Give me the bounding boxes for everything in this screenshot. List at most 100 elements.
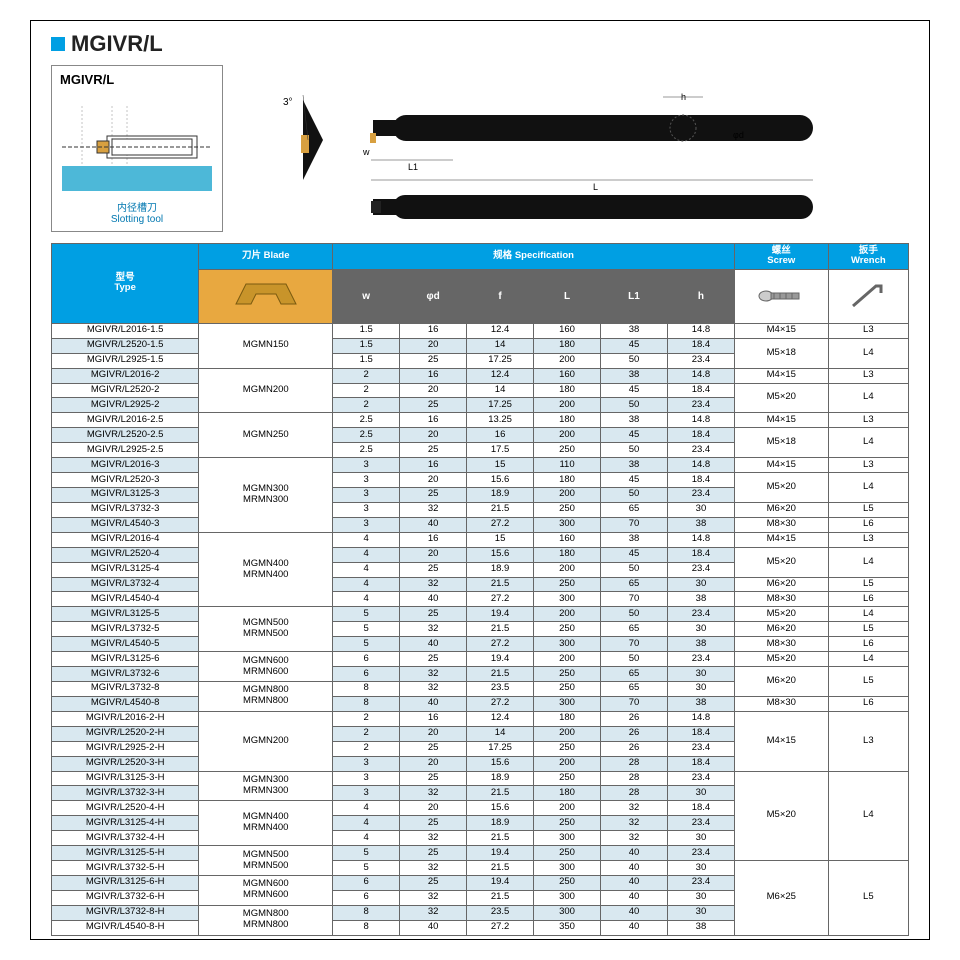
spec-cell: 14.8 [667, 711, 734, 726]
spec-cell: 8 [333, 905, 400, 920]
spec-cell: 32 [400, 905, 467, 920]
wrench-cell: L5 [828, 861, 908, 936]
spec-cell: 2 [333, 741, 400, 756]
spec-cell: 32 [400, 667, 467, 682]
spec-cell: 18.4 [667, 547, 734, 562]
spec-cell: 25 [400, 875, 467, 890]
spec-cell: 8 [333, 696, 400, 711]
spec-cell: 28 [601, 786, 668, 801]
spec-cell: 180 [534, 383, 601, 398]
type-cell: MGIVR/L2520-4 [52, 547, 199, 562]
spec-cell: 30 [667, 905, 734, 920]
spec-cell: 21.5 [467, 861, 534, 876]
spec-cell: 32 [400, 861, 467, 876]
screw-cell: M6×20 [734, 502, 828, 517]
spec-cell: 14.8 [667, 532, 734, 547]
spec-cell: 23.4 [667, 562, 734, 577]
spec-cell: 250 [534, 622, 601, 637]
spec-cell: 70 [601, 696, 668, 711]
slotting-diagram [62, 96, 212, 196]
blade-cell: MGMN300 MRMN300 [199, 458, 333, 533]
spec-cell: 12.4 [467, 368, 534, 383]
spec-cell: 23.4 [667, 846, 734, 861]
wrench-cell: L5 [828, 502, 908, 517]
spec-cell: 20 [400, 756, 467, 771]
spec-cell: 45 [601, 338, 668, 353]
type-cell: MGIVR/L3732-3-H [52, 786, 199, 801]
spec-cell: 25 [400, 443, 467, 458]
spec-cell: 200 [534, 398, 601, 413]
type-cell: MGIVR/L3125-5 [52, 607, 199, 622]
spec-cell: 3 [333, 786, 400, 801]
table-row: MGIVR/L3732-5-H53221.53004030M6×25L5 [52, 861, 909, 876]
spec-cell: 25 [400, 741, 467, 756]
wrench-cell: L5 [828, 577, 908, 592]
spec-cell: 27.2 [467, 696, 534, 711]
spec-cell: 18.9 [467, 771, 534, 786]
spec-cell: 21.5 [467, 577, 534, 592]
col-f: f [467, 269, 534, 323]
spec-cell: 4 [333, 577, 400, 592]
blade-cell: MGMN400 MRMN400 [199, 801, 333, 846]
table-row: MGIVR/L3125-6MGMN600 MRMN60062519.420050… [52, 652, 909, 667]
screw-cell: M8×30 [734, 592, 828, 607]
spec-cell: 25 [400, 816, 467, 831]
hdr-spec: 规格 Specification [333, 244, 735, 270]
screw-cell: M4×15 [734, 532, 828, 547]
spec-cell: 18.4 [667, 338, 734, 353]
spec-cell: 200 [534, 607, 601, 622]
hdr-blade: 刀片 Blade [199, 244, 333, 270]
wrench-cell: L3 [828, 413, 908, 428]
spec-cell: 25 [400, 353, 467, 368]
spec-cell: 250 [534, 577, 601, 592]
spec-cell: 32 [601, 801, 668, 816]
spec-cell: 3 [333, 517, 400, 532]
blade-cell: MGMN200 [199, 368, 333, 413]
spec-cell: 19.4 [467, 875, 534, 890]
type-cell: MGIVR/L3125-4-H [52, 816, 199, 831]
wrench-cell: L3 [828, 323, 908, 338]
spec-cell: 40 [400, 517, 467, 532]
spec-cell: 14 [467, 383, 534, 398]
type-cell: MGIVR/L4540-5 [52, 637, 199, 652]
spec-cell: 13.25 [467, 413, 534, 428]
type-cell: MGIVR/L2925-2-H [52, 741, 199, 756]
screw-cell: M4×15 [734, 458, 828, 473]
spec-cell: 4 [333, 816, 400, 831]
spec-cell: 38 [667, 920, 734, 935]
screw-cell: M4×15 [734, 368, 828, 383]
spec-cell: 2.5 [333, 443, 400, 458]
spec-cell: 40 [601, 905, 668, 920]
type-cell: MGIVR/L3732-5-H [52, 861, 199, 876]
wrench-cell: L6 [828, 637, 908, 652]
spec-cell: 16 [467, 428, 534, 443]
spec-cell: 18.4 [667, 756, 734, 771]
spec-cell: 25 [400, 846, 467, 861]
spec-cell: 25 [400, 771, 467, 786]
type-cell: MGIVR/L4540-8-H [52, 920, 199, 935]
spec-cell: 200 [534, 726, 601, 741]
table-row: MGIVR/L2520-1.51.520141804518.4M5×18L4 [52, 338, 909, 353]
screw-cell: M5×20 [734, 607, 828, 622]
spec-cell: 15 [467, 458, 534, 473]
type-cell: MGIVR/L3125-6-H [52, 875, 199, 890]
wrench-cell: L4 [828, 771, 908, 861]
type-cell: MGIVR/L2016-3 [52, 458, 199, 473]
spec-cell: 30 [667, 577, 734, 592]
spec-cell: 2 [333, 398, 400, 413]
spec-cell: 65 [601, 622, 668, 637]
spec-cell: 23.4 [667, 771, 734, 786]
screw-cell: M5×18 [734, 338, 828, 368]
screw-cell: M5×20 [734, 547, 828, 577]
spec-cell: 65 [601, 681, 668, 696]
spec-cell: 19.4 [467, 652, 534, 667]
title-marker [51, 37, 65, 51]
type-cell: MGIVR/L2520-1.5 [52, 338, 199, 353]
spec-cell: 45 [601, 428, 668, 443]
svg-text:φd: φd [733, 130, 744, 140]
spec-table: 型号Type 刀片 Blade 规格 Specification 螺丝Screw… [51, 243, 909, 936]
spec-cell: 25 [400, 562, 467, 577]
wrench-cell: L6 [828, 592, 908, 607]
table-row: MGIVR/L3732-553221.52506530M6×20L5 [52, 622, 909, 637]
spec-cell: 4 [333, 831, 400, 846]
